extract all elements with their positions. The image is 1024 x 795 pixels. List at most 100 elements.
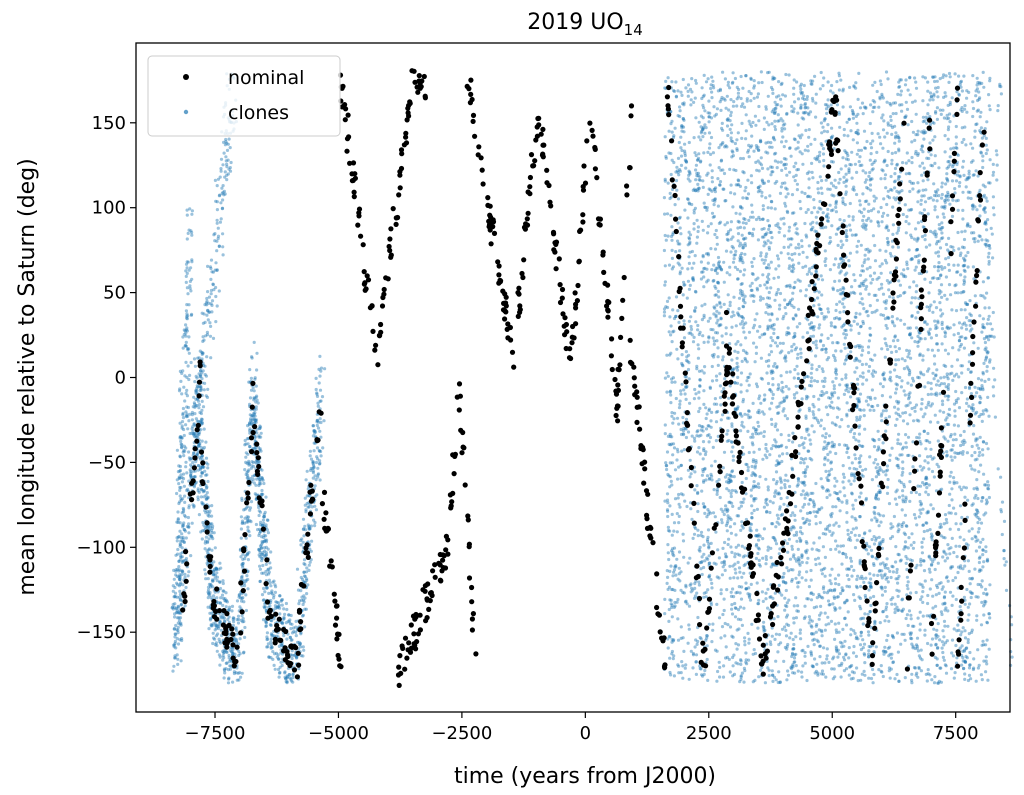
clone-point	[740, 623, 745, 628]
clone-point	[180, 446, 184, 450]
clone-point	[724, 504, 728, 508]
clone-point	[965, 401, 969, 405]
clone-point	[968, 650, 972, 655]
clone-point	[265, 538, 269, 542]
clone-point	[682, 448, 687, 452]
clone-point	[662, 248, 667, 253]
clone-point	[311, 476, 315, 480]
clone-point	[212, 531, 216, 535]
clone-point	[943, 293, 947, 297]
clone-point	[851, 112, 855, 116]
clone-point	[777, 411, 781, 415]
clone-point	[241, 565, 245, 569]
clone-point	[940, 342, 944, 346]
clone-point	[932, 475, 937, 479]
clone-point	[916, 649, 921, 653]
clone-point	[663, 233, 667, 238]
clone-point	[212, 288, 216, 292]
clone-point	[184, 343, 188, 348]
clone-point	[796, 111, 800, 115]
clone-point	[850, 233, 855, 237]
clone-point	[677, 566, 681, 570]
clone-point	[855, 170, 859, 174]
clone-point	[222, 589, 226, 593]
clone-point	[312, 466, 316, 470]
clone-point	[801, 471, 806, 475]
clone-point	[211, 641, 215, 646]
clone-point	[922, 373, 926, 377]
clone-point	[769, 371, 774, 375]
clone-point	[897, 679, 901, 684]
clone-point	[902, 268, 906, 272]
clone-point	[305, 578, 309, 583]
clone-point	[178, 622, 182, 626]
clone-point	[701, 535, 705, 539]
clone-point	[308, 527, 312, 531]
clone-point	[740, 414, 744, 418]
clone-point	[670, 267, 674, 271]
clone-point	[290, 622, 294, 626]
clone-point	[833, 356, 837, 360]
clone-point	[212, 594, 216, 598]
clone-point	[967, 353, 972, 357]
clone-point	[183, 558, 187, 563]
clone-point	[905, 348, 909, 352]
clone-point	[889, 526, 893, 530]
clone-point	[776, 461, 781, 466]
clone-point	[176, 510, 180, 514]
clone-point	[189, 266, 193, 270]
clone-point	[952, 402, 957, 406]
clone-point	[747, 450, 751, 455]
clone-point	[708, 386, 713, 390]
clone-point	[678, 242, 682, 246]
clone-point	[792, 526, 796, 530]
clone-point	[204, 334, 208, 338]
clone-point	[855, 467, 859, 471]
clone-point	[185, 317, 189, 321]
clone-point	[948, 155, 952, 159]
clone-point	[257, 482, 261, 486]
clone-point	[721, 466, 725, 470]
clone-point	[663, 283, 667, 287]
clone-point	[750, 288, 754, 292]
clone-point	[987, 251, 991, 255]
clone-point	[258, 550, 262, 555]
clone-point	[896, 650, 901, 654]
clone-point	[841, 105, 845, 109]
clone-point	[190, 258, 194, 262]
clone-point	[767, 290, 771, 295]
clone-point	[192, 432, 196, 436]
clone-point	[243, 625, 247, 630]
clone-point	[315, 423, 319, 427]
clone-point	[756, 482, 761, 486]
clone-point	[773, 341, 778, 345]
clone-point	[190, 277, 194, 281]
clone-point	[741, 170, 745, 174]
clone-point	[206, 462, 210, 466]
clone-point	[178, 598, 183, 602]
clone-point	[696, 229, 700, 234]
clone-point	[178, 573, 182, 577]
clone-point	[843, 273, 847, 277]
clone-point	[262, 512, 266, 516]
clone-point	[903, 676, 907, 680]
clone-point	[896, 245, 901, 249]
clone-point	[803, 191, 807, 196]
clone-point	[927, 400, 931, 404]
clone-point	[721, 355, 725, 359]
clone-point	[851, 507, 856, 511]
clone-point	[297, 640, 301, 645]
clone-point	[264, 551, 268, 555]
clone-point	[722, 171, 727, 176]
clone-point	[302, 594, 306, 598]
clone-point	[277, 657, 281, 661]
clone-point	[690, 517, 694, 522]
clone-point	[813, 557, 818, 561]
clone-point	[834, 505, 838, 509]
clone-point	[264, 624, 268, 629]
clone-point	[720, 521, 724, 525]
clone-point	[205, 395, 210, 399]
clone-point	[204, 456, 209, 460]
clone-point	[802, 441, 806, 445]
clone-point	[175, 653, 179, 657]
